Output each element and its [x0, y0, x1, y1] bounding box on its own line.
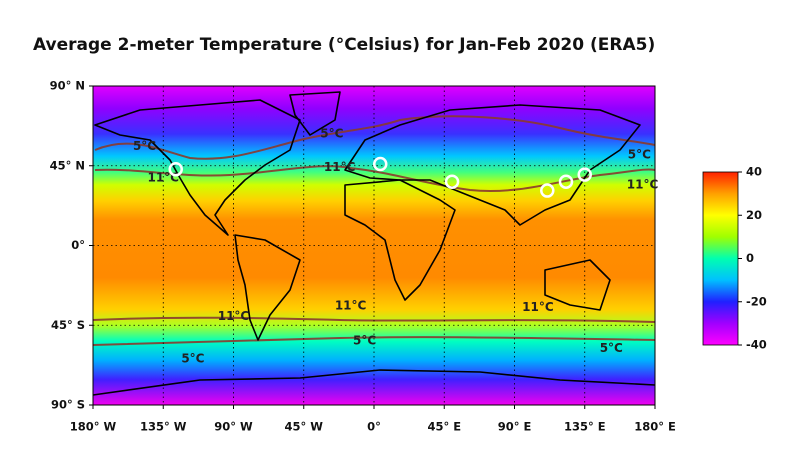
x-tick-label: 0° [367, 420, 381, 434]
location-marker [577, 167, 592, 182]
location-marker [444, 174, 460, 189]
location-marker [168, 162, 183, 177]
colorbar-tick-label: -40 [746, 338, 767, 352]
x-tick-label: 45° E [427, 420, 461, 434]
contour-label: 5°C [320, 126, 343, 140]
contour-label: 5°C [133, 139, 156, 153]
contour-label: 5°C [600, 341, 623, 355]
y-tick-label: 90° S [51, 398, 85, 412]
contour-label: 11°C [324, 160, 356, 174]
colorbar-tick-label: 40 [746, 165, 762, 179]
x-tick-label: 135° E [564, 420, 606, 434]
contour-label: 5°C [181, 351, 204, 365]
location-marker [558, 174, 574, 189]
contours [92, 115, 656, 346]
colorbar-tick-label: -20 [746, 294, 767, 308]
colorbar [702, 171, 739, 346]
x-tick-label: 45° W [285, 420, 324, 434]
x-tick-label: 135° W [140, 420, 187, 434]
colorbar-tick-label: 20 [746, 208, 762, 222]
contour-label: 11°C [522, 300, 554, 314]
contour-label: 5°C [628, 148, 651, 162]
coastlines [92, 91, 656, 396]
contour-label: 11°C [218, 309, 250, 323]
x-tick-label: 90° W [214, 420, 253, 434]
contour-label: 11°C [147, 171, 179, 185]
y-tick-label: 0° [71, 238, 85, 252]
contour-label: 11°C [335, 298, 367, 312]
x-tick-label: 180° W [70, 420, 117, 434]
colorbar-tick-label: 0 [746, 251, 754, 265]
location-marker [372, 156, 388, 172]
x-tick-label: 180° E [634, 420, 676, 434]
contour-label: 11°C [627, 178, 659, 192]
contour-label: 5°C [353, 334, 376, 348]
chart-title: Average 2-meter Temperature (°Celsius) f… [33, 35, 655, 55]
y-tick-label: 90° N [50, 79, 85, 93]
y-tick-label: 45° N [50, 158, 85, 172]
x-tick-label: 90° E [498, 420, 532, 434]
location-marker [540, 183, 555, 198]
y-tick-label: 45° S [51, 318, 85, 332]
